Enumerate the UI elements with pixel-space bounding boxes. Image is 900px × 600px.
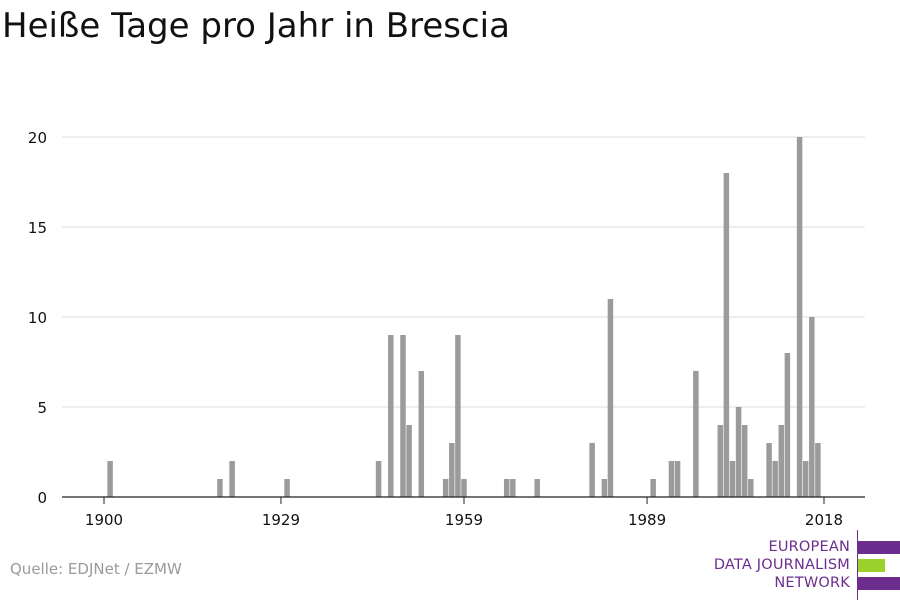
bar-1952 [418, 371, 425, 497]
bar-2002 [723, 173, 730, 497]
x-tick-label-2018: 2018 [805, 511, 843, 529]
bar-1945 [375, 461, 382, 497]
x-axis [62, 496, 865, 504]
logo-bar-middle [858, 559, 885, 572]
x-tick-label-1900: 1900 [85, 511, 123, 529]
y-tick-label-10: 10 [28, 309, 47, 327]
chart-title: Heiße Tage pro Jahr in Brescia [2, 6, 510, 46]
bar-1950 [406, 425, 412, 497]
bar-1971 [534, 479, 540, 497]
bar-2015 [802, 461, 809, 497]
bar-2005 [741, 425, 748, 497]
bar-1967 [510, 479, 516, 497]
x-tick-label-1959: 1959 [445, 511, 483, 529]
bar-2011 [778, 425, 785, 497]
y-tick-label-15: 15 [28, 219, 47, 237]
bar-1993 [668, 461, 675, 497]
bar-1994 [674, 461, 681, 497]
bar-2012 [784, 353, 791, 497]
bar-1956 [442, 479, 449, 497]
bar-2017 [815, 443, 821, 497]
bar-2014 [796, 137, 803, 497]
bar-2004 [735, 407, 742, 497]
bar-1983 [607, 299, 614, 497]
bar-2006 [748, 479, 754, 497]
x-tick-label-1989: 1989 [628, 511, 666, 529]
x-tick-labels: 1900 1929 1959 1989 2018 [85, 511, 843, 529]
y-tick-label-0: 0 [37, 489, 47, 507]
bar-1959 [461, 479, 467, 497]
bar-1947 [388, 335, 394, 497]
logo-bar-bottom [858, 577, 900, 590]
bar-2010 [772, 461, 778, 497]
bar-1930 [284, 479, 290, 497]
x-tick-label-1929: 1929 [262, 511, 300, 529]
y-tick-label-5: 5 [37, 399, 47, 417]
y-tick-labels: 0 5 10 15 20 [28, 129, 47, 507]
logo-line-network: NETWORK [774, 575, 850, 591]
bar-1997 [693, 371, 699, 497]
bar-1957 [449, 443, 455, 497]
bar-2016 [809, 317, 815, 497]
bar-1966 [503, 479, 510, 497]
bar-2009 [766, 443, 772, 497]
bar-2003 [729, 461, 736, 497]
bar-1901 [107, 461, 113, 497]
bar-1949 [400, 335, 406, 497]
bar-1921 [229, 461, 235, 497]
bars [107, 137, 821, 497]
y-tick-label-20: 20 [28, 129, 47, 147]
logo-line-european: EUROPEAN [768, 539, 850, 555]
bar-2001 [717, 425, 724, 497]
bar-1980 [589, 443, 595, 497]
bar-1982 [601, 479, 608, 497]
source-note: Quelle: EDJNet / EZMW [10, 560, 182, 578]
logo-line-data-journalism: DATA JOURNALISM [713, 557, 850, 573]
logo-divider [857, 530, 858, 600]
edjnet-logo: EUROPEAN DATA JOURNALISM NETWORK [700, 530, 900, 600]
bar-1919 [217, 479, 223, 497]
bar-1958 [455, 335, 461, 497]
logo-bar-top [858, 541, 900, 554]
bar-1990 [650, 479, 656, 497]
grid-lines [62, 136, 865, 408]
